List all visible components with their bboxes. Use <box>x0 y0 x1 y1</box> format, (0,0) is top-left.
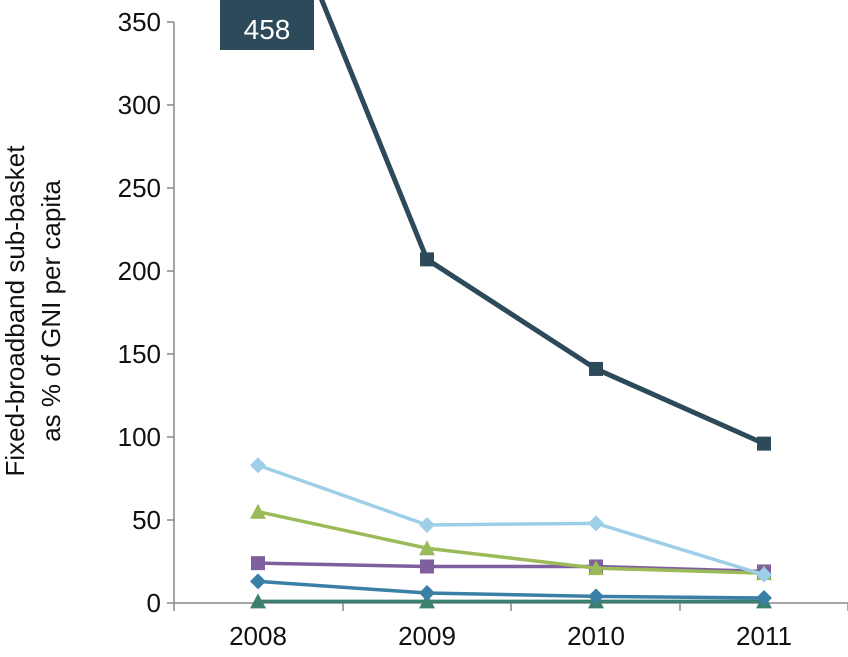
x-tick-label: 2011 <box>736 621 792 651</box>
series-5-point-2008 <box>250 573 266 590</box>
series-2-point-2010 <box>588 515 604 532</box>
callout-layer: 458 <box>220 0 314 50</box>
series-5 <box>256 579 766 600</box>
y-axis-title: Fixed-broadband sub-basket as % of GNI p… <box>0 145 66 477</box>
callout-box <box>220 0 314 50</box>
series-5-line <box>256 579 766 600</box>
series-1 <box>319 0 767 447</box>
y-tick-label: 250 <box>118 173 161 203</box>
y-tick-label: 350 <box>118 7 161 37</box>
x-tick-label: 2009 <box>398 621 456 651</box>
x-tick-label: 2010 <box>567 621 625 651</box>
y-axis-title-line2: as % of GNI per capita <box>36 180 66 442</box>
tick-labels: 0 50 100 150 200 250 300 350 2008 2009 2010 2011 <box>118 7 792 651</box>
series-2-point-2008 <box>250 457 266 474</box>
series-1-point-2011 <box>757 436 771 451</box>
series-3 <box>256 509 766 575</box>
y-tick-label: 100 <box>118 422 161 452</box>
series-1-point-2010 <box>589 361 603 376</box>
series-1-line <box>319 0 767 447</box>
series-2-point-2009 <box>419 516 435 533</box>
series-3-point-2009 <box>419 540 435 556</box>
y-tick-label: 50 <box>132 505 161 535</box>
y-tick-label: 0 <box>147 588 161 618</box>
y-tick-label: 200 <box>118 256 161 286</box>
series-5-point-2010 <box>588 588 604 605</box>
callout-label: 458 <box>244 14 291 45</box>
series-5-point-2009 <box>419 585 435 602</box>
series-5-point-2011 <box>756 590 772 607</box>
series-4-point-2008 <box>251 556 265 571</box>
series-3-point-2008 <box>250 503 266 519</box>
series-6-point-2008 <box>250 593 266 609</box>
series-1-point-2009 <box>420 252 434 267</box>
series-3-line <box>256 509 766 575</box>
y-tick-label: 300 <box>118 90 161 120</box>
series-2 <box>256 463 766 577</box>
series-2-line <box>256 463 766 577</box>
y-tick-label: 150 <box>118 339 161 369</box>
y-axis-title-line1: Fixed-broadband sub-basket <box>0 145 30 477</box>
series-layer <box>250 0 772 609</box>
x-tick-label: 2008 <box>229 621 287 651</box>
series-4-point-2009 <box>420 559 434 574</box>
series-2-point-2011 <box>756 566 772 583</box>
series-3-point-2010 <box>588 560 604 576</box>
